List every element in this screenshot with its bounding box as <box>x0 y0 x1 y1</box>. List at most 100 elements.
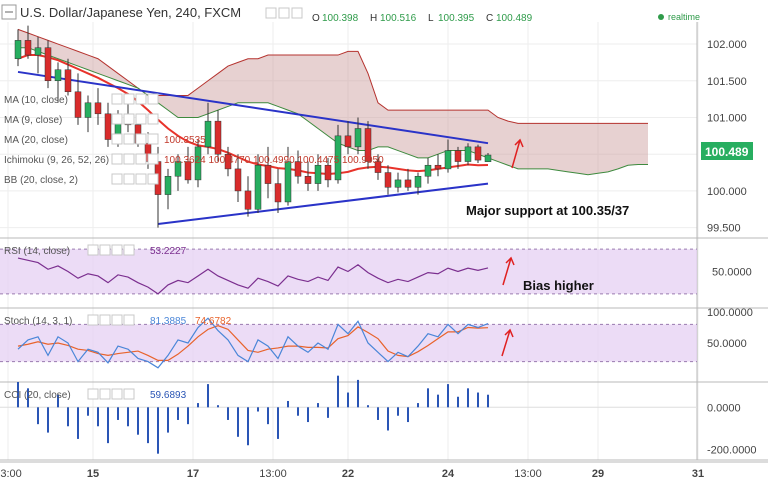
ohlc-key: C <box>486 13 493 24</box>
legend-label: BB (20, close, 2) <box>4 175 78 186</box>
cci-bar <box>107 407 109 444</box>
cci-bar <box>447 384 449 408</box>
legend-control-icon <box>147 153 159 165</box>
pane-control-icon <box>123 244 135 256</box>
legend-control-icon <box>135 133 147 145</box>
candle-body <box>334 135 342 181</box>
cci-bar <box>277 407 279 439</box>
legend-control-icon <box>123 173 135 185</box>
candle-body <box>424 164 432 177</box>
legend-control-icon <box>123 93 135 105</box>
candle-body <box>164 175 172 195</box>
rsi-tick-label: 50.0000 <box>712 267 752 279</box>
cci-bar <box>387 407 389 431</box>
legend-controls[interactable] <box>111 133 159 145</box>
pane-label: RSI (14, close) <box>4 246 70 257</box>
legend-controls[interactable] <box>111 173 159 185</box>
cci-bar <box>237 407 239 437</box>
time-tick-label: 17 <box>187 468 199 480</box>
candle-body <box>364 128 372 162</box>
candle-body <box>344 135 352 148</box>
legend-control-icon <box>135 93 147 105</box>
price-tick-label: 100.000 <box>707 186 747 198</box>
cci-bar <box>297 407 299 416</box>
time-tick-label: 29 <box>592 468 604 480</box>
legend-control-icon <box>111 113 123 125</box>
annotation-arrowhead <box>514 138 524 148</box>
candle-body <box>294 161 302 177</box>
stoch-tick-label: 100.0000 <box>707 307 753 319</box>
settings-icon[interactable] <box>265 7 277 19</box>
annotation-arrow <box>501 329 511 357</box>
time-tick-label: 15 <box>87 468 99 480</box>
pane-control-icon <box>99 388 111 400</box>
time-tick-label: 13:00 <box>0 468 22 480</box>
gear-icon[interactable] <box>291 7 303 19</box>
cloud-fill <box>18 29 648 175</box>
pane-value: 53.2227 <box>150 246 187 257</box>
pane-controls[interactable] <box>87 314 135 326</box>
cci-bar <box>407 407 409 423</box>
cci-bar <box>457 396 459 408</box>
legend-control-icon <box>111 133 123 145</box>
legend-control-icon <box>111 173 123 185</box>
candle-body <box>284 161 292 203</box>
candle-body <box>244 190 252 210</box>
candle-body <box>54 69 62 82</box>
cci-bar <box>317 403 319 408</box>
pane-control-icon <box>123 314 135 326</box>
support-trendline <box>157 182 489 225</box>
ohlc-key: L <box>428 13 434 24</box>
candle-body <box>304 175 312 184</box>
legend-controls[interactable] <box>111 93 159 105</box>
eye-icon[interactable] <box>278 7 290 19</box>
ma20-path <box>17 54 489 176</box>
legend-control-icon <box>147 113 159 125</box>
indicator-legend: MA (10, close) MA (9, close) MA (20, close… <box>4 93 384 401</box>
candle-body <box>454 150 462 162</box>
cci-bar <box>57 394 59 408</box>
pane-controls[interactable] <box>87 244 135 256</box>
candle-body <box>214 120 222 155</box>
pane-control-icon <box>99 244 111 256</box>
support-annotation: Major support at 100.35/37 <box>466 203 629 218</box>
cci-bar <box>207 384 209 408</box>
cci-bar <box>117 407 119 420</box>
price-tag: 100.489 <box>701 142 753 160</box>
header-settings-buttons[interactable] <box>265 7 303 19</box>
cci-bar <box>177 407 179 420</box>
candle-body <box>224 153 232 170</box>
pane-label: CCI (20, close) <box>4 390 71 401</box>
candle-body <box>404 179 412 188</box>
candle-body <box>64 69 72 93</box>
legend-control-icon <box>147 93 159 105</box>
candle-body <box>14 40 22 59</box>
candle-body <box>394 179 402 188</box>
cci-bar <box>197 403 199 408</box>
legend-controls[interactable] <box>111 153 159 165</box>
legend-label: MA (10, close) <box>4 95 68 106</box>
legend-controls[interactable] <box>111 113 159 125</box>
legend-control-icon <box>147 173 159 185</box>
realtime-dot <box>658 14 664 20</box>
cci-bar <box>37 407 39 425</box>
stoch-pane <box>0 317 697 369</box>
pane-control-icon <box>87 388 99 400</box>
resistance-trendline <box>17 70 489 145</box>
pane-value: 74.6782 <box>195 316 232 327</box>
legend-value: 100.3624 100.4770 100.4990 100.4475 100.… <box>164 155 384 166</box>
candle-body <box>374 161 382 173</box>
annotation-arrow <box>502 257 512 286</box>
pane-controls[interactable] <box>87 388 135 400</box>
ohlc-value: 100.398 <box>322 13 359 24</box>
chart-title: U.S. Dollar/Japanese Yen, 240, FXCM <box>20 5 241 20</box>
candle-body <box>254 164 262 210</box>
legend-value: 100.3535 <box>164 135 206 146</box>
candle-body <box>384 172 392 188</box>
cci-bar <box>217 405 219 408</box>
cci-bar <box>437 394 439 408</box>
cci-bar <box>27 388 29 408</box>
candle-body <box>354 128 362 148</box>
candle-body <box>184 161 192 181</box>
cloud-edge-top <box>17 28 648 124</box>
